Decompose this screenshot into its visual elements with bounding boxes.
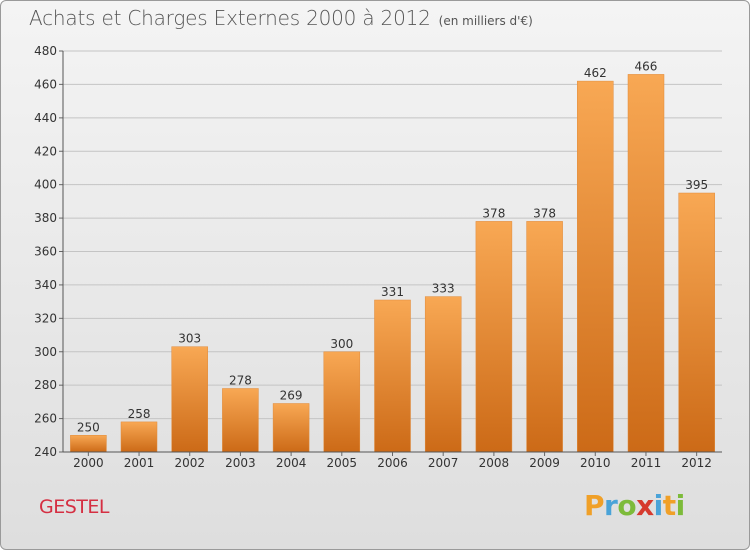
data-label: 258 [128, 407, 151, 421]
bar-2003 [222, 388, 259, 453]
commune-name: GESTEL [39, 496, 110, 518]
x-tick-label: 2008 [479, 456, 510, 470]
data-label: 303 [178, 332, 201, 346]
bar-2012 [678, 192, 715, 453]
x-tick-label: 2007 [428, 456, 459, 470]
bar-2000 [70, 435, 107, 453]
chart-title: Achats et Charges Externes 2000 à 2012 (e… [29, 6, 533, 30]
bar-2008 [475, 221, 513, 453]
y-tick-label: 380 [34, 211, 57, 225]
data-label: 250 [77, 420, 100, 434]
bar-2004 [272, 403, 310, 453]
x-tick-label: 2004 [276, 456, 307, 470]
y-tick-label: 420 [34, 144, 57, 158]
data-label: 331 [381, 285, 404, 299]
y-tick-label: 440 [34, 111, 57, 125]
x-tick-label: 2002 [174, 456, 205, 470]
x-tick-label: 2001 [124, 456, 155, 470]
y-tick-label: 260 [34, 412, 57, 426]
data-label: 462 [584, 66, 607, 80]
y-tick-label: 320 [34, 311, 57, 325]
title-text: Achats et Charges Externes 2000 à 2012 [29, 6, 431, 30]
data-label: 378 [533, 206, 556, 220]
x-tick-label: 2000 [73, 456, 104, 470]
proxiti-logo: Proxiti [584, 489, 685, 522]
x-tick-label: 2009 [529, 456, 560, 470]
x-tick-label: 2011 [631, 456, 662, 470]
y-tick-label: 240 [34, 445, 57, 459]
bar-2001 [120, 421, 158, 453]
x-tick-label: 2006 [377, 456, 408, 470]
x-tick-label: 2012 [681, 456, 712, 470]
y-tick-label: 360 [34, 245, 57, 259]
bar-2010 [577, 80, 614, 453]
y-tick-label: 480 [34, 44, 57, 58]
data-label: 466 [635, 59, 658, 73]
data-label: 269 [280, 389, 303, 403]
unit-label: (en milliers d'€) [438, 14, 533, 28]
y-tick-label: 300 [34, 345, 57, 359]
bar-2006 [374, 299, 411, 453]
x-tick-label: 2010 [580, 456, 611, 470]
y-tick-label: 400 [34, 178, 57, 192]
x-tick-label: 2003 [225, 456, 256, 470]
bar-2009 [526, 221, 563, 453]
data-label: 333 [432, 282, 455, 296]
y-tick-label: 460 [34, 77, 57, 91]
bar-2005 [323, 351, 361, 453]
y-tick-label: 280 [34, 378, 57, 392]
x-tick-label: 2005 [327, 456, 358, 470]
data-label: 300 [330, 337, 353, 351]
data-label: 395 [685, 178, 708, 192]
data-label: 278 [229, 374, 252, 388]
data-label: 378 [482, 206, 505, 220]
y-tick-label: 340 [34, 278, 57, 292]
bar-2002 [171, 346, 208, 453]
bar-2007 [424, 296, 462, 453]
bar-2011 [627, 74, 665, 453]
